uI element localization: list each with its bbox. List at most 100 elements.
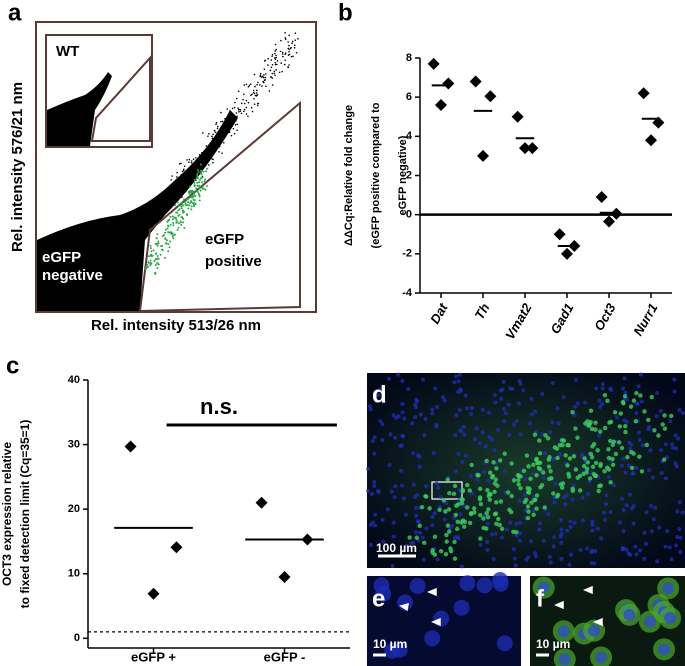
event-dot (247, 101, 250, 104)
nucleus (380, 517, 385, 522)
event-dot (166, 227, 169, 230)
neuron (534, 473, 539, 478)
event-dot (215, 140, 218, 142)
nucleus (550, 457, 555, 462)
event-dot (231, 107, 234, 110)
event-dot (255, 94, 258, 97)
neuron (444, 539, 449, 544)
nucleus (558, 451, 563, 456)
neuron (644, 442, 649, 448)
nucleus (368, 542, 373, 547)
event-dot (171, 215, 174, 218)
event-dot (250, 94, 252, 97)
event-dot (224, 135, 226, 138)
nucleus (421, 557, 426, 562)
nucleus (674, 446, 679, 451)
neuron (566, 443, 571, 448)
neuron (567, 456, 573, 461)
y-tick-label: 30 (68, 438, 80, 450)
neuron (586, 423, 591, 428)
nucleus (477, 441, 482, 446)
neuron (494, 521, 499, 526)
nucleus (630, 471, 635, 476)
event-dot (239, 110, 242, 112)
event-dot (280, 62, 283, 65)
event-dot (208, 133, 210, 135)
nucleus (634, 401, 639, 406)
nucleus (620, 547, 625, 552)
neuron (610, 456, 615, 462)
neuron (583, 421, 588, 426)
neuron (581, 463, 587, 469)
nucleus (594, 386, 599, 391)
event-dot (184, 190, 187, 193)
nucleus (657, 525, 662, 530)
neuron (638, 393, 643, 398)
nucleus (463, 453, 468, 458)
event-dot (154, 252, 157, 255)
nucleus (518, 381, 523, 386)
neuron (532, 432, 538, 437)
event-dot (221, 133, 224, 136)
event-dot (256, 83, 258, 86)
neuron (494, 466, 499, 471)
nucleus (431, 451, 436, 456)
event-dot (180, 224, 183, 227)
inset-density (47, 72, 112, 146)
nucleus (572, 520, 577, 525)
event-dot (243, 108, 246, 111)
event-dot (185, 181, 188, 184)
nucleus (667, 545, 672, 550)
event-dot (237, 109, 240, 111)
data-point (477, 149, 489, 162)
nucleus (400, 379, 405, 384)
nucleus (496, 635, 513, 652)
event-dot (196, 191, 199, 194)
nucleus (626, 463, 631, 468)
nucleus (501, 379, 506, 384)
nucleus (648, 448, 653, 453)
neuron (465, 505, 470, 510)
event-dot (220, 126, 222, 129)
nucleus (623, 390, 628, 395)
neuron (432, 534, 438, 539)
nucleus (462, 432, 467, 437)
event-dot (162, 233, 165, 236)
event-dot (259, 75, 262, 78)
micrographs: 100 µm 10 µm 10 µm (366, 372, 685, 666)
nucleus (553, 481, 558, 486)
event-dot (193, 182, 196, 185)
y-axis-label: (eGFP positive compared to (370, 102, 382, 248)
neuron (455, 519, 460, 525)
data-point (124, 440, 137, 453)
event-dot (288, 44, 290, 47)
event-dot (160, 245, 163, 248)
nucleus (413, 530, 418, 535)
nucleus (434, 481, 439, 486)
neuron (478, 486, 483, 492)
event-dot (233, 106, 236, 109)
nucleus (430, 407, 435, 412)
event-dot (287, 66, 289, 68)
neuron (548, 469, 553, 474)
event-dot (156, 233, 159, 236)
neuron (612, 410, 618, 415)
nucleus (465, 406, 470, 411)
nucleus (588, 624, 601, 637)
nucleus (415, 492, 420, 497)
event-dot (213, 129, 216, 132)
x-tick-label: eGFP - (264, 649, 306, 664)
nucleus (530, 412, 535, 417)
neuron (617, 440, 622, 445)
neuron (559, 437, 565, 443)
nucleus (654, 414, 659, 419)
event-dot (261, 85, 263, 87)
nucleus (619, 463, 624, 468)
event-dot (189, 202, 192, 205)
nucleus (517, 538, 522, 543)
nucleus (665, 529, 670, 534)
event-dot (182, 204, 185, 207)
nucleus (680, 410, 685, 415)
neuron (593, 460, 599, 466)
nucleus (634, 411, 639, 416)
